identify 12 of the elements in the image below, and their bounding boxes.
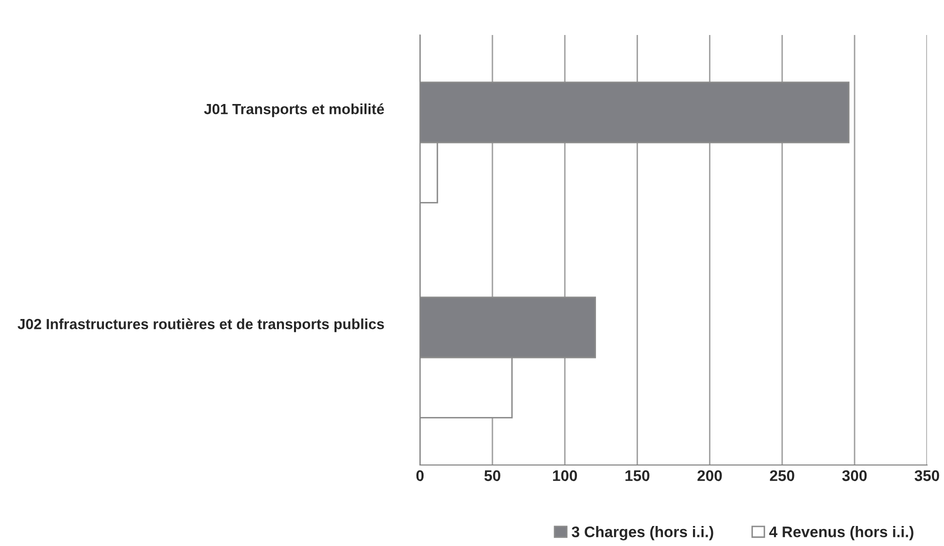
y-tick-label: J01 Transports et mobilité [204,103,384,118]
y-tick-label: J02 Infrastructures routières et de transports publics [18,318,384,332]
x-tick-label: 300 [842,470,867,482]
x-tick-label: 50 [484,470,500,482]
x-tick-label: 0 [416,470,424,482]
x-tick-label: 100 [553,470,577,482]
x-tick-label: 200 [698,470,722,482]
legend-label: 4 Revenus (hors i.i.) [769,526,914,540]
x-tick-label: 150 [626,470,650,482]
legend-label: 3 Charges (hors i.i.) [572,526,714,540]
x-tick-label: 250 [770,470,794,482]
x-tick-label: 350 [914,470,940,482]
